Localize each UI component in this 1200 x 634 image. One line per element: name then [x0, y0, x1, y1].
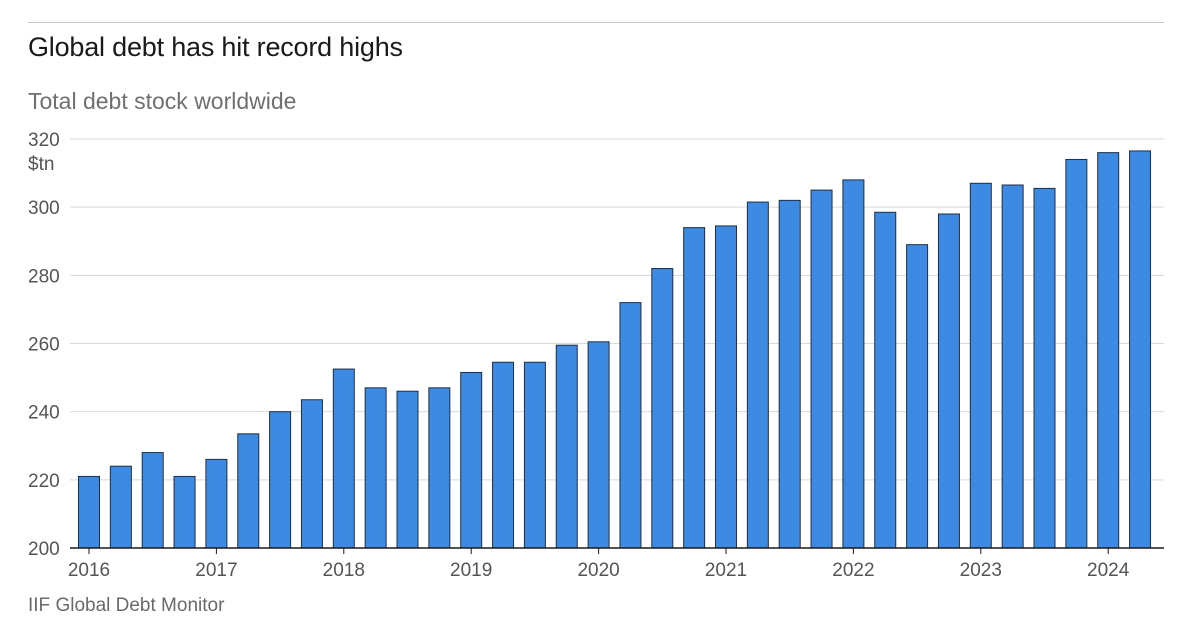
bar-2018-q2 [364, 387, 387, 549]
y-tick-label-280: 280 [28, 266, 60, 287]
bar-2022-q1 [842, 179, 865, 549]
bar-2023-q2 [1001, 184, 1024, 549]
bar-2022-q4 [937, 213, 960, 549]
top-rule [28, 22, 1164, 23]
chart-subtitle: Total debt stock worldwide [28, 88, 297, 114]
x-tick-label-2017: 2017 [195, 560, 237, 581]
bar-2019-q1 [460, 371, 483, 549]
y-tick-label-220: 220 [28, 471, 60, 492]
bar-2016-q4 [173, 475, 196, 549]
bar-2021-q2 [746, 201, 769, 549]
bar-2017-q1 [205, 458, 228, 549]
x-tick-label-2021: 2021 [705, 560, 747, 581]
bar-2022-q3 [906, 244, 929, 549]
bar-2023-q4 [1065, 158, 1088, 549]
bar-2018-q4 [428, 387, 451, 549]
bar-2018-q1 [332, 368, 355, 549]
bar-2020-q4 [683, 227, 706, 549]
y-unit-label: $tn [28, 154, 54, 175]
bar-2021-q4 [810, 189, 833, 549]
bar-2021-q1 [715, 225, 737, 549]
bar-2020-q2 [619, 302, 642, 549]
bar-2019-q3 [523, 361, 546, 549]
bar-2019-q2 [492, 361, 515, 549]
bar-2024-q2 [1129, 150, 1152, 549]
y-tick-label-200: 200 [28, 539, 60, 560]
x-tick-label-2019: 2019 [450, 560, 492, 581]
bar-2017-q3 [269, 411, 292, 549]
bar-2017-q4 [300, 399, 323, 549]
x-tick-label-2016: 2016 [68, 560, 110, 581]
grid-lines [70, 138, 1164, 481]
x-tick-label-2018: 2018 [323, 560, 365, 581]
y-tick-label-240: 240 [28, 403, 60, 424]
x-tick-label-2022: 2022 [832, 560, 874, 581]
bar-2023-q3 [1033, 187, 1056, 549]
x-tick-label-2023: 2023 [960, 560, 1002, 581]
bars [78, 150, 1152, 549]
bar-2020-q1 [587, 341, 610, 549]
chart-title: Global debt has hit record highs [28, 32, 403, 62]
y-tick-label-320: 320 [28, 130, 60, 151]
bar-2022-q2 [874, 211, 897, 549]
bar-2024-q1 [1097, 152, 1120, 549]
x-tick-label-2024: 2024 [1087, 560, 1130, 581]
tick-labels: 200 220 240 260 280 300 320 $tn 2016 2017 2018 2019… [28, 130, 1130, 581]
bar-2017-q2 [237, 433, 260, 549]
bar-2019-q4 [555, 344, 578, 549]
source-note: IIF Global Debt Monitor [28, 595, 225, 616]
bar-2016-q3 [141, 452, 164, 549]
y-tick-label-260: 260 [28, 335, 60, 356]
bar-2020-q3 [651, 268, 674, 549]
bar-2021-q3 [778, 199, 801, 549]
bar-2018-q3 [396, 390, 419, 549]
x-tick-label-2020: 2020 [577, 560, 619, 581]
axes [70, 547, 1164, 554]
bar-2016-q1 [78, 475, 100, 549]
bar-2016-q2 [109, 465, 132, 549]
y-tick-label-300: 300 [28, 198, 60, 219]
bar-2023-q1 [969, 182, 992, 549]
